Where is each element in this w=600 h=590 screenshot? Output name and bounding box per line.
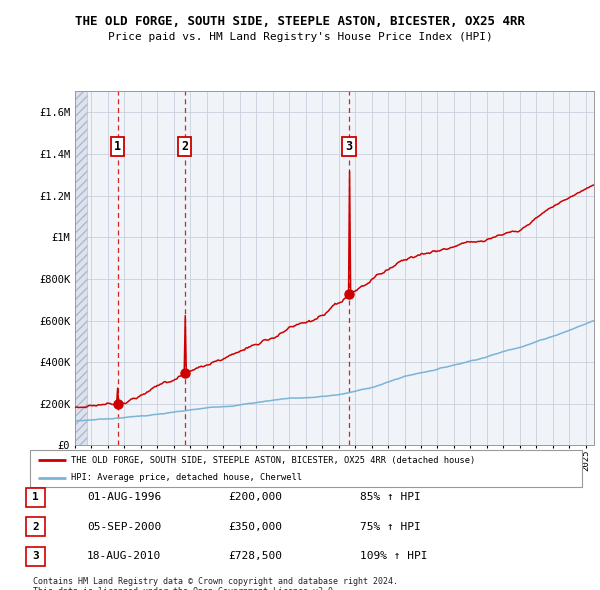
- FancyBboxPatch shape: [30, 450, 582, 487]
- Text: Price paid vs. HM Land Registry's House Price Index (HPI): Price paid vs. HM Land Registry's House …: [107, 32, 493, 42]
- Text: 2: 2: [181, 140, 188, 153]
- Text: £350,000: £350,000: [228, 522, 282, 532]
- Text: 05-SEP-2000: 05-SEP-2000: [87, 522, 161, 532]
- Bar: [75, 91, 88, 445]
- Text: 75% ↑ HPI: 75% ↑ HPI: [360, 522, 421, 532]
- Text: 1: 1: [32, 493, 39, 502]
- Text: THE OLD FORGE, SOUTH SIDE, STEEPLE ASTON, BICESTER, OX25 4RR: THE OLD FORGE, SOUTH SIDE, STEEPLE ASTON…: [75, 15, 525, 28]
- Text: 1: 1: [114, 140, 121, 153]
- Text: 2: 2: [32, 522, 39, 532]
- Text: 109% ↑ HPI: 109% ↑ HPI: [360, 552, 427, 561]
- Text: 85% ↑ HPI: 85% ↑ HPI: [360, 493, 421, 502]
- Text: HPI: Average price, detached house, Cherwell: HPI: Average price, detached house, Cher…: [71, 473, 302, 482]
- Text: 01-AUG-1996: 01-AUG-1996: [87, 493, 161, 502]
- Text: £200,000: £200,000: [228, 493, 282, 502]
- Text: THE OLD FORGE, SOUTH SIDE, STEEPLE ASTON, BICESTER, OX25 4RR (detached house): THE OLD FORGE, SOUTH SIDE, STEEPLE ASTON…: [71, 455, 476, 464]
- Text: Contains HM Land Registry data © Crown copyright and database right 2024.
This d: Contains HM Land Registry data © Crown c…: [33, 577, 398, 590]
- Text: 3: 3: [32, 552, 39, 561]
- Text: 18-AUG-2010: 18-AUG-2010: [87, 552, 161, 561]
- Text: 3: 3: [346, 140, 353, 153]
- Text: £728,500: £728,500: [228, 552, 282, 561]
